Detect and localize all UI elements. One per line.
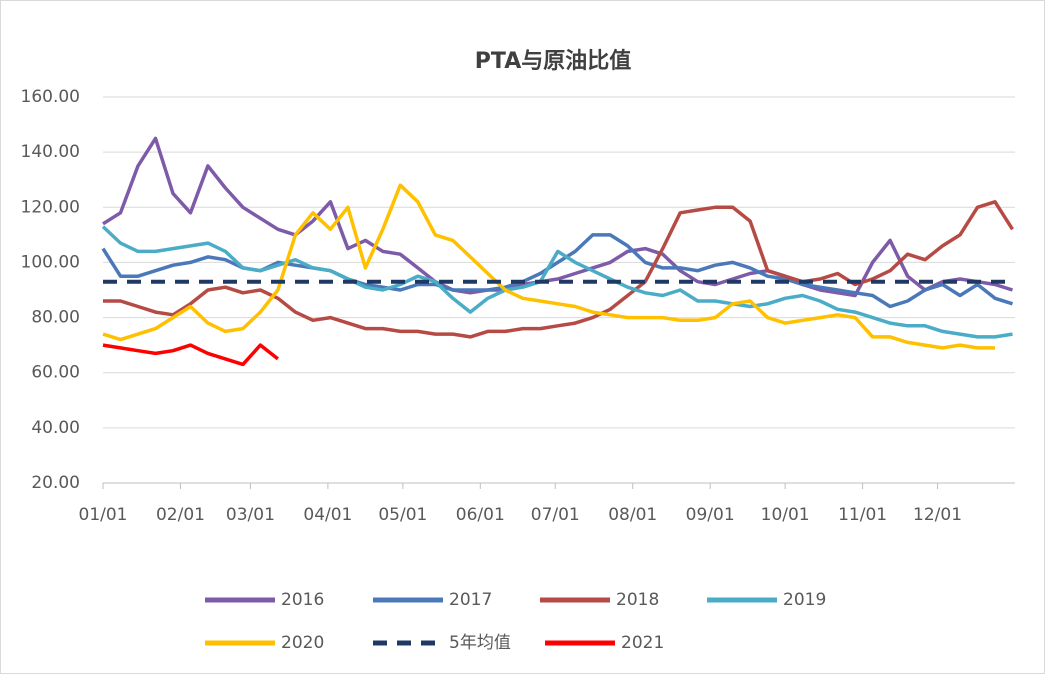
- legend-label: 2018: [616, 590, 659, 610]
- y-tick-label: 80.00: [31, 308, 80, 328]
- y-tick-label: 20.00: [31, 473, 80, 493]
- series-line: [102, 343, 279, 367]
- y-tick-label: 160.00: [21, 87, 80, 107]
- x-tick-label: 02/01: [156, 505, 205, 525]
- y-tick-label: 100.00: [21, 252, 80, 272]
- x-tick-label: 05/01: [378, 505, 427, 525]
- series-line: [101, 225, 1013, 339]
- chart-title: PTA与原油比值: [475, 48, 631, 74]
- legend-label: 2016: [281, 590, 324, 610]
- x-tick-label: 11/01: [838, 505, 887, 525]
- y-tick-label: 140.00: [21, 142, 80, 162]
- x-tick-label: 12/01: [913, 505, 962, 525]
- x-tick-label: 03/01: [226, 505, 275, 525]
- y-tick-label: 120.00: [21, 197, 80, 217]
- legend-label: 2019: [783, 590, 826, 610]
- y-tick-label: 60.00: [31, 363, 80, 383]
- x-tick-label: 09/01: [686, 505, 735, 525]
- legend-label: 2017: [449, 590, 492, 610]
- y-tick-label: 40.00: [31, 418, 80, 438]
- x-tick-label: 01/01: [79, 505, 128, 525]
- legend-label: 2021: [621, 633, 664, 653]
- legend-label: 2020: [281, 633, 324, 653]
- legend-label: 5年均值: [449, 633, 511, 653]
- x-tick-label: 07/01: [531, 505, 580, 525]
- x-tick-label: 06/01: [456, 505, 505, 525]
- series-line: [102, 183, 995, 350]
- x-tick-label: 10/01: [761, 505, 810, 525]
- x-tick-label: 04/01: [303, 505, 352, 525]
- x-tick-label: 08/01: [608, 505, 657, 525]
